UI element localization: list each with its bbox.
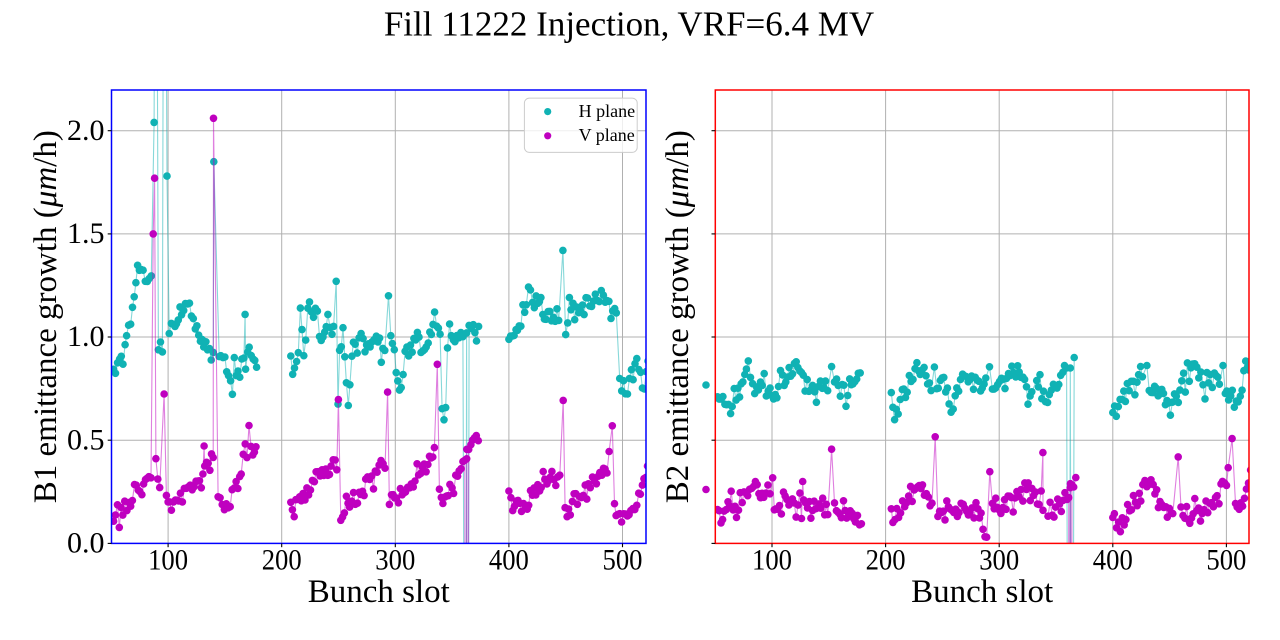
svg-text:B1 emittance growth (μm/h): B1 emittance growth (μm/h) (28, 130, 64, 503)
svg-text:1.5: 1.5 (67, 217, 105, 250)
svg-text:100: 100 (752, 544, 792, 577)
svg-text:300: 300 (375, 544, 415, 577)
svg-text:100: 100 (148, 544, 188, 577)
svg-text:400: 400 (1093, 544, 1133, 577)
svg-text:H plane: H plane (579, 101, 635, 121)
svg-text:B2 emittance growth (μm/h): B2 emittance growth (μm/h) (660, 130, 696, 503)
svg-text:V plane: V plane (579, 125, 635, 145)
svg-text:Fill 11222 Injection, VRF=6.4: Fill 11222 Injection, VRF=6.4 MV (384, 5, 874, 44)
svg-text:1.0: 1.0 (67, 320, 105, 353)
svg-text:300: 300 (979, 544, 1019, 577)
svg-text:Bunch slot: Bunch slot (911, 574, 1053, 610)
svg-text:500: 500 (603, 544, 643, 577)
svg-text:0.5: 0.5 (67, 423, 105, 456)
svg-text:500: 500 (1206, 544, 1246, 577)
svg-text:Bunch slot: Bunch slot (308, 574, 450, 610)
svg-text:400: 400 (489, 544, 529, 577)
svg-text:2.0: 2.0 (67, 114, 105, 147)
svg-text:200: 200 (262, 544, 302, 577)
svg-text:0.0: 0.0 (67, 527, 105, 560)
svg-text:200: 200 (866, 544, 906, 577)
